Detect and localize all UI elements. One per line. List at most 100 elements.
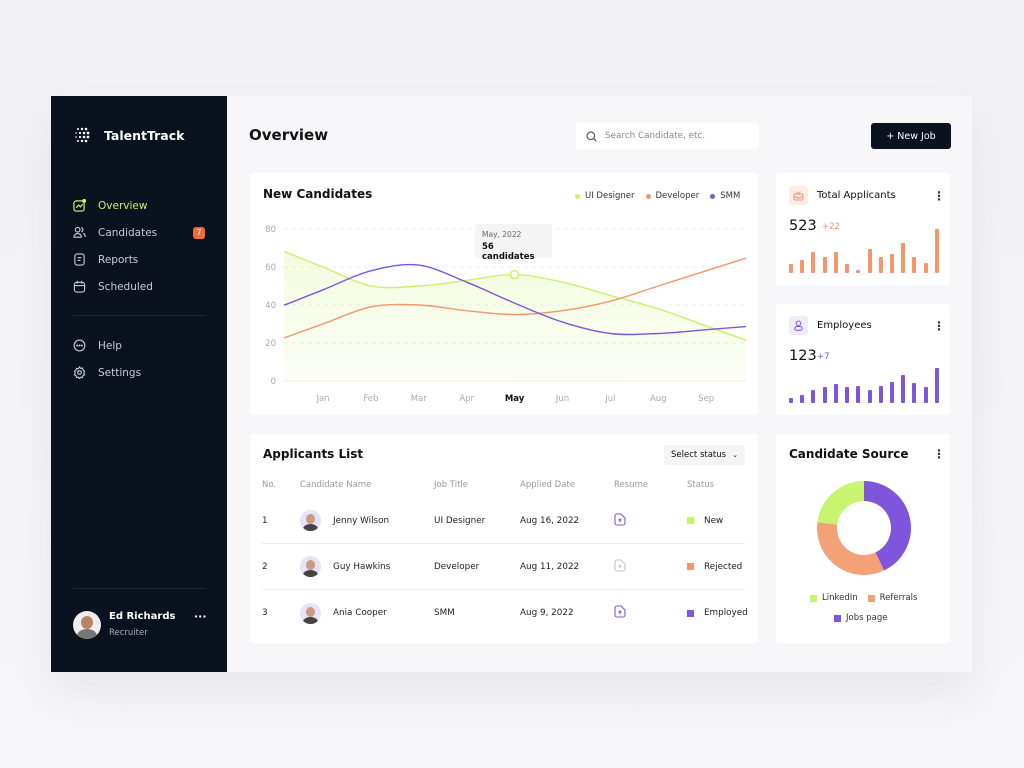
candidate[interactable]: Guy Hawkins xyxy=(300,556,390,577)
highlight-point[interactable] xyxy=(509,269,520,280)
sidebar-item-help[interactable]: Help xyxy=(73,339,205,352)
column-header: Candidate Name xyxy=(300,480,372,490)
sidebar xyxy=(51,96,227,672)
sidebar-item-label: Reports xyxy=(98,253,139,266)
search-placeholder: Search Candidate, etc. xyxy=(605,131,706,141)
avatar xyxy=(300,556,321,577)
logo[interactable]: TalentTrack xyxy=(74,126,184,144)
series-line-developer xyxy=(283,257,747,339)
stat-title: Employees xyxy=(817,320,872,331)
tooltip-date: May, 2022 xyxy=(482,230,522,239)
bar xyxy=(912,382,917,403)
sidebar-item-reports[interactable]: Reports xyxy=(73,253,205,266)
bar xyxy=(822,387,827,403)
legend-item: Jobs page xyxy=(834,613,887,623)
x-tick-label: May xyxy=(505,394,525,404)
row-number: 2 xyxy=(262,561,268,572)
chart-legend: UI Designer Developer SMM xyxy=(575,191,740,201)
bar xyxy=(867,249,872,273)
bar xyxy=(889,253,894,273)
source-legend: LinkedIn Referrals xyxy=(810,593,917,603)
row-number: 1 xyxy=(262,515,268,526)
status-select[interactable]: Select status ⌄ xyxy=(664,445,745,465)
source-legend: Jobs page xyxy=(834,613,887,623)
donut-slice[interactable] xyxy=(817,522,885,575)
sidebar-item-label: Settings xyxy=(98,366,142,379)
candidate-name: Ania Cooper xyxy=(333,608,387,618)
status-select-label: Select status xyxy=(671,450,727,460)
sidebar-item-label: Scheduled xyxy=(98,280,153,293)
chevron-down-icon: ⌄ xyxy=(732,451,738,459)
report-icon xyxy=(74,253,85,266)
legend-item[interactable]: Developer xyxy=(645,191,700,201)
job-title: UI Designer xyxy=(434,515,486,526)
resume-icon[interactable] xyxy=(614,605,626,621)
bar xyxy=(789,264,793,273)
table-row[interactable]: 3 Ania Cooper SMM Aug 9, 2022 Employed xyxy=(262,590,748,636)
legend-dot xyxy=(575,193,580,199)
x-tick-label: Jun xyxy=(555,394,569,404)
column-header: Job Title xyxy=(434,480,469,490)
bar xyxy=(923,387,928,403)
sidebar-item-overview[interactable]: Overview xyxy=(73,199,205,212)
legend-label: Developer xyxy=(655,191,700,201)
user-icon xyxy=(789,316,808,335)
employees-bar-chart xyxy=(789,368,939,403)
table-row[interactable]: 1 Jenny Wilson UI Designer Aug 16, 2022 … xyxy=(262,498,745,544)
donut-slice[interactable] xyxy=(864,481,911,571)
y-tick-label: 0 xyxy=(271,377,276,387)
chat-icon xyxy=(73,339,86,352)
series-line-smm xyxy=(283,263,747,336)
legend-item[interactable]: UI Designer xyxy=(575,191,635,201)
bar xyxy=(878,386,883,403)
bar xyxy=(822,256,827,273)
more-icon[interactable]: ⋮ xyxy=(933,319,945,333)
row-number: 3 xyxy=(262,608,268,618)
bar xyxy=(845,264,850,273)
legend-label: SMM xyxy=(720,191,741,201)
stat-delta: +22 xyxy=(822,222,840,232)
calendar-icon xyxy=(73,280,86,293)
legend-label: UI Designer xyxy=(585,191,635,201)
more-icon[interactable]: ⋮ xyxy=(933,189,945,203)
logo-icon xyxy=(75,127,90,143)
stat-value: 123 xyxy=(789,348,817,364)
bar xyxy=(901,242,906,273)
search-input[interactable]: Search Candidate, etc. xyxy=(576,123,759,149)
candidate-name: Guy Hawkins xyxy=(333,561,391,572)
source-title: Candidate Source xyxy=(789,447,909,461)
bar xyxy=(878,256,883,273)
bar xyxy=(934,368,939,403)
applicants-card xyxy=(250,434,758,643)
sidebar-item-settings[interactable]: Settings xyxy=(73,366,205,379)
legend-label: LinkedIn xyxy=(822,593,858,603)
table-row[interactable]: 2 Guy Hawkins Developer Aug 11, 2022 Rej… xyxy=(262,544,745,590)
applied-date: Aug 9, 2022 xyxy=(520,608,574,618)
more-icon[interactable]: ⋮ xyxy=(933,447,945,461)
user-role: Recruiter xyxy=(109,628,148,638)
column-header: Applied Date xyxy=(520,480,575,490)
y-tick-label: 40 xyxy=(265,301,276,311)
bar xyxy=(889,381,894,403)
resume-icon[interactable] xyxy=(614,558,626,575)
candidate[interactable]: Ania Cooper xyxy=(300,602,387,624)
table-header: No. Candidate Name Job Title Applied Dat… xyxy=(262,474,745,496)
sidebar-item-scheduled[interactable]: Scheduled xyxy=(73,280,205,293)
status-label: New xyxy=(704,515,724,526)
resume-icon[interactable] xyxy=(614,512,626,529)
user-avatar[interactable] xyxy=(73,611,101,639)
legend-label: Referrals xyxy=(879,593,918,603)
user-menu-button[interactable]: ··· xyxy=(194,610,207,623)
applicants-title: Applicants List xyxy=(263,447,364,461)
status-label: Employed xyxy=(704,608,748,618)
x-tick-label: Mar xyxy=(411,394,428,404)
candidate[interactable]: Jenny Wilson xyxy=(300,510,389,531)
sidebar-item-candidates[interactable]: Candidates 7 xyxy=(73,226,205,239)
new-job-button[interactable]: + New Job xyxy=(871,123,951,149)
bar xyxy=(789,397,793,403)
bar xyxy=(811,251,816,273)
donut-slice[interactable] xyxy=(817,481,864,525)
chart-tooltip: May, 2022 56 candidates xyxy=(475,224,552,262)
legend-item[interactable]: SMM xyxy=(710,191,740,201)
